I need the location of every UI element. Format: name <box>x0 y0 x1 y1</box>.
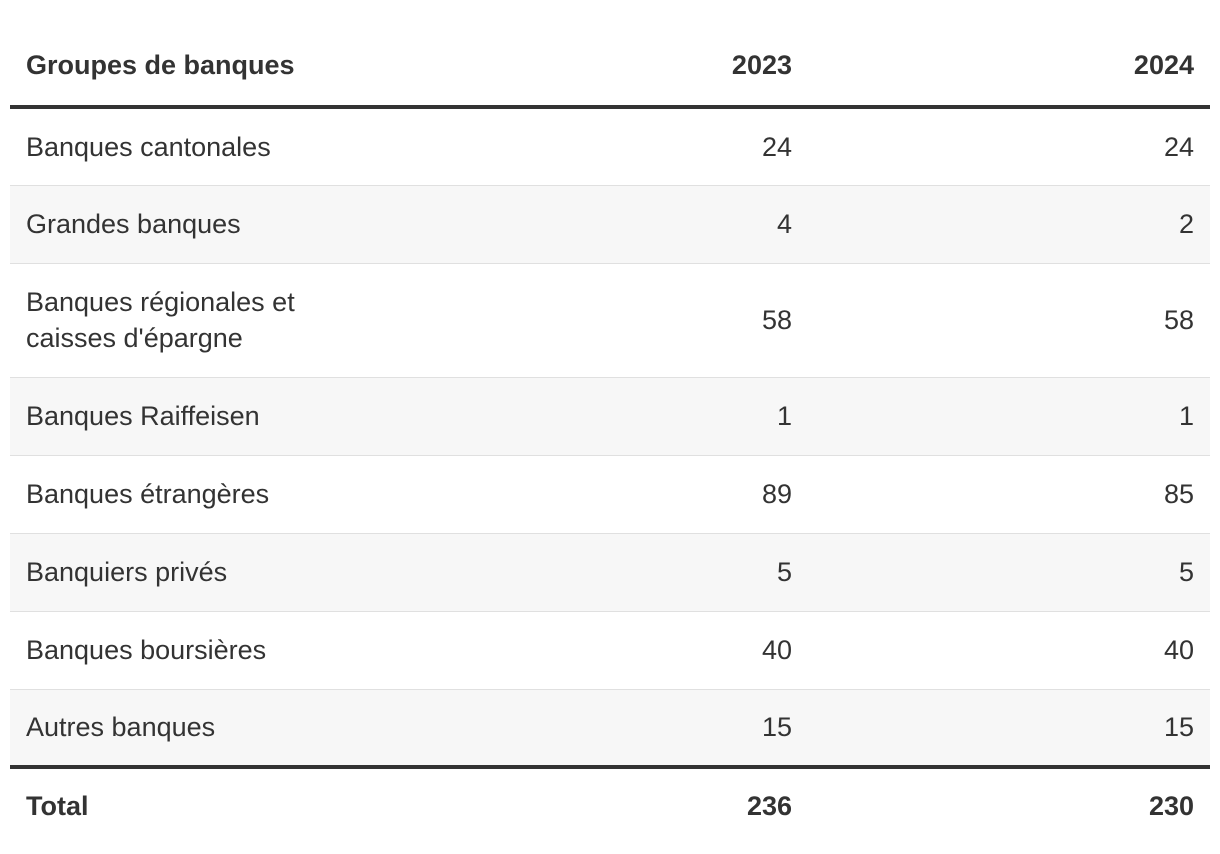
value-2023: 15 <box>408 689 808 767</box>
value-2023: 4 <box>408 185 808 264</box>
table-row: Banques cantonales 24 24 <box>10 107 1210 186</box>
row-label: Grandes banques <box>10 185 408 264</box>
value-2024: 2 <box>808 185 1210 264</box>
table-row: Banques régionales et caisses d'épargne … <box>10 263 1210 378</box>
table-row: Autres banques 15 15 <box>10 689 1210 767</box>
column-header-2024: 2024 <box>808 20 1210 109</box>
table-row: Banques boursières 40 40 <box>10 611 1210 690</box>
table-header: Groupes de banques 2023 2024 <box>10 20 1210 109</box>
total-2023: 236 <box>408 765 808 843</box>
row-label: Banques régionales et caisses d'épargne <box>10 263 408 378</box>
value-2024: 24 <box>808 107 1210 186</box>
row-label: Banques boursières <box>10 611 408 690</box>
value-2023: 24 <box>408 107 808 186</box>
value-2024: 5 <box>808 533 1210 612</box>
row-label: Autres banques <box>10 689 408 767</box>
row-label: Banquiers privés <box>10 533 408 612</box>
value-2023: 40 <box>408 611 808 690</box>
total-label: Total <box>10 765 408 843</box>
table-footer: Total 236 230 <box>10 765 1210 843</box>
column-header-group: Groupes de banques <box>10 20 408 109</box>
value-2024: 40 <box>808 611 1210 690</box>
bank-groups-table-container: Groupes de banques 2023 2024 Banques can… <box>10 20 1210 843</box>
bank-groups-table: Groupes de banques 2023 2024 Banques can… <box>10 20 1210 843</box>
table-row: Grandes banques 4 2 <box>10 185 1210 264</box>
row-label: Banques Raiffeisen <box>10 377 408 456</box>
table-row: Banquiers privés 5 5 <box>10 533 1210 612</box>
value-2023: 89 <box>408 455 808 534</box>
column-header-2023: 2023 <box>408 20 808 109</box>
value-2024: 85 <box>808 455 1210 534</box>
value-2023: 58 <box>408 263 808 378</box>
table-row: Banques Raiffeisen 1 1 <box>10 377 1210 456</box>
value-2023: 1 <box>408 377 808 456</box>
value-2024: 15 <box>808 689 1210 767</box>
value-2024: 1 <box>808 377 1210 456</box>
value-2023: 5 <box>408 533 808 612</box>
header-row: Groupes de banques 2023 2024 <box>10 20 1210 109</box>
row-label: Banques cantonales <box>10 107 408 186</box>
total-2024: 230 <box>808 765 1210 843</box>
total-row: Total 236 230 <box>10 765 1210 843</box>
value-2024: 58 <box>808 263 1210 378</box>
row-label: Banques étrangères <box>10 455 408 534</box>
table-body: Banques cantonales 24 24 Grandes banques… <box>10 107 1210 767</box>
table-row: Banques étrangères 89 85 <box>10 455 1210 534</box>
